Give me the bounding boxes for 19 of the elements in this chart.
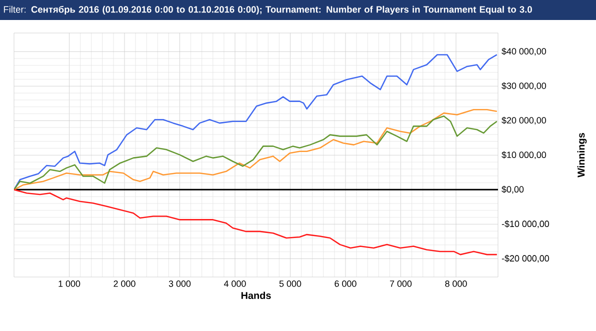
x-tick-label: 8 000	[445, 280, 467, 287]
x-tick-label: 3 000	[168, 280, 191, 287]
x-axis-title: Hands	[241, 292, 271, 300]
chart-title: Filter: Сентябрь 2016 (01.09.2016 0:00 to 01.10.2016 0:00); Tournament: Number of Players in Tournament Equal to 3.0	[4, 6, 532, 15]
x-tick-label: 7 000	[390, 280, 412, 287]
y-axis-title: Winnings	[577, 133, 587, 178]
x-tick-label: 4 000	[224, 280, 246, 287]
line-series	[14, 54, 498, 190]
y-tick-label: $10 000,00	[502, 151, 546, 160]
y-tick-label: -$20 000,00	[502, 254, 550, 263]
y-tick-label: -$10 000,00	[502, 220, 550, 228]
y-tick-label: $40 000,00	[502, 48, 546, 56]
x-tick-label: 6 000	[334, 280, 356, 287]
x-tick-label: 2 000	[114, 280, 136, 287]
y-tick-label: $20 000,00	[502, 116, 546, 125]
y-tick-label: $0,00	[502, 186, 524, 194]
y-tick-label: $30 000,00	[502, 82, 546, 90]
x-tick-label: 5 000	[279, 280, 302, 287]
x-tick-label: 1 000	[58, 280, 80, 287]
